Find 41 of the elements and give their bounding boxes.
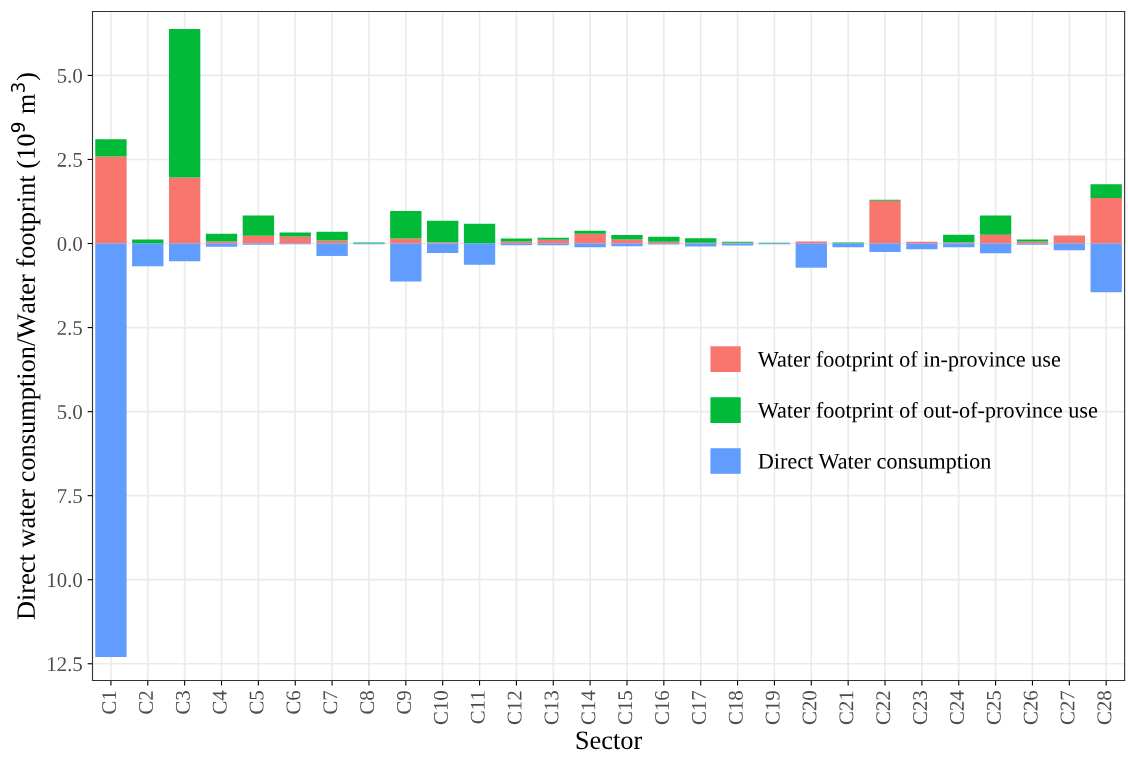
x-tick-label: C2 xyxy=(139,691,153,714)
y-tick-label: 2.5 xyxy=(57,152,82,167)
x-tick-label: C16 xyxy=(655,690,670,725)
legend-label: Water footprint of out-of-province use xyxy=(757,401,1098,423)
y-tick-label: 10.0 xyxy=(48,573,82,588)
x-tick-label: C27 xyxy=(1060,690,1075,725)
x-tick-label: C4 xyxy=(212,690,227,714)
y-tick-label: 5.0 xyxy=(57,68,82,83)
x-tick-label: C8 xyxy=(360,691,375,714)
x-tick-label: C23 xyxy=(913,691,928,725)
y-axis-title: Direct water consumption/Water footprint (10$^{9}$ m$^{3}$) xyxy=(10,73,41,620)
x-tick-label: C9 xyxy=(397,691,412,714)
y-tick-label: 0.0 xyxy=(57,236,82,252)
y-tick-label: 7.5 xyxy=(58,489,82,504)
x-tick-label: C1 xyxy=(102,691,117,714)
x-tick-label: C12 xyxy=(507,691,522,725)
y-tick-label: 12.5 xyxy=(48,657,82,672)
y-tick-label: 2.5 xyxy=(57,320,82,336)
x-tick-label: C24 xyxy=(949,690,964,725)
x-tick-label: C15 xyxy=(618,691,633,725)
x-tick-label: C17 xyxy=(691,690,706,725)
x-tick-label: C3 xyxy=(175,691,190,714)
x-tick-label: C14 xyxy=(581,690,596,725)
legend-label: Water footprint of in-province use xyxy=(757,350,1061,372)
legend-label: Direct Water consumption xyxy=(758,453,992,474)
x-tick-label: C19 xyxy=(765,691,780,725)
x-tick-label: C6 xyxy=(286,690,301,714)
x-tick-label: C21 xyxy=(839,691,854,725)
x-tick-label: C18 xyxy=(728,691,743,725)
x-tick-label: C13 xyxy=(544,691,559,725)
x-axis-title: Sector xyxy=(576,731,643,750)
y-tick-label: 5.0 xyxy=(57,404,82,420)
x-tick-label: C11 xyxy=(470,691,485,724)
x-tick-label: C22 xyxy=(876,691,891,725)
x-tick-label: C7 xyxy=(323,690,338,714)
x-tick-label: C10 xyxy=(433,691,448,725)
x-tick-label: C25 xyxy=(986,691,1001,725)
x-tick-label: C5 xyxy=(249,691,264,714)
x-tick-label: C28 xyxy=(1097,691,1112,725)
x-tick-label: C26 xyxy=(1023,690,1038,725)
x-tick-label: C20 xyxy=(802,691,817,725)
